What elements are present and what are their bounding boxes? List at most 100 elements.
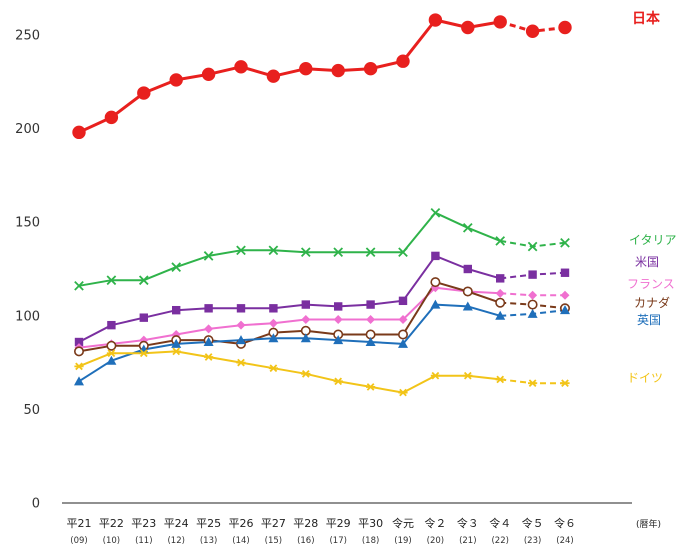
data-point-marker	[331, 63, 345, 78]
data-point-marker	[74, 346, 85, 357]
data-point-marker	[301, 369, 311, 378]
data-point-marker	[236, 335, 246, 345]
data-point-marker	[204, 324, 214, 334]
x-tick-sublabel: (11)	[135, 536, 152, 546]
x-tick-label: 平24	[164, 517, 189, 530]
x-tick-sublabel: (21)	[459, 536, 476, 546]
data-point-marker	[171, 347, 181, 356]
data-point-marker	[106, 349, 116, 358]
data-point-marker	[398, 338, 408, 348]
data-point-marker	[299, 61, 313, 76]
data-point-marker	[495, 297, 506, 308]
data-point-marker	[333, 247, 344, 257]
data-point-marker	[171, 262, 182, 272]
data-point-marker	[527, 241, 538, 252]
data-point-marker	[430, 208, 441, 218]
series-line	[78, 286, 501, 349]
data-point-marker	[169, 73, 183, 87]
data-point-marker	[396, 54, 410, 68]
data-point-marker	[430, 277, 441, 288]
data-point-marker	[398, 247, 408, 257]
data-point-marker	[560, 268, 570, 277]
data-point-marker	[462, 301, 473, 311]
data-point-marker	[366, 383, 376, 391]
y-tick-label: 0	[32, 497, 40, 512]
data-point-marker	[462, 286, 473, 297]
data-point-marker	[106, 340, 117, 351]
data-point-marker	[431, 251, 440, 261]
data-point-marker	[236, 304, 246, 313]
data-point-marker	[268, 245, 279, 256]
data-point-marker	[365, 247, 376, 257]
data-point-marker	[527, 308, 538, 318]
data-point-marker	[74, 337, 84, 347]
data-point-marker	[301, 315, 311, 325]
x-tick-label: 平26	[229, 517, 254, 530]
data-point-marker	[74, 376, 84, 386]
series-lines-layer	[78, 18, 566, 394]
data-point-marker	[495, 375, 505, 384]
data-point-marker	[463, 264, 472, 274]
data-point-marker	[74, 281, 84, 291]
data-point-marker	[366, 300, 375, 309]
x-tick-sublabel: (23)	[524, 536, 541, 546]
data-point-marker	[495, 288, 505, 298]
data-point-marker	[398, 388, 408, 397]
x-tick-label: 令２	[424, 516, 446, 530]
data-point-marker	[560, 379, 570, 388]
data-point-marker	[269, 304, 278, 313]
data-point-marker	[204, 353, 214, 361]
data-point-marker	[234, 60, 248, 74]
data-point-marker	[74, 362, 84, 371]
series-label: ドイツ	[627, 371, 663, 385]
x-tick-label: 平28	[293, 517, 318, 530]
data-point-marker	[430, 371, 440, 380]
data-point-marker	[300, 247, 311, 257]
data-point-marker	[558, 20, 572, 35]
data-point-marker	[203, 251, 214, 261]
y-tick-label: 50	[23, 403, 40, 418]
data-point-marker	[236, 358, 246, 367]
data-point-marker	[104, 110, 119, 125]
data-point-marker	[266, 69, 281, 83]
data-point-marker	[334, 302, 343, 311]
data-point-marker	[203, 337, 214, 347]
x-tick-sublabel: (22)	[491, 536, 508, 546]
x-tick-label: 令元	[392, 516, 414, 530]
data-point-marker	[138, 275, 149, 286]
x-tick-label: 令６	[554, 516, 576, 530]
data-point-marker	[398, 296, 408, 306]
data-point-marker	[363, 61, 378, 76]
data-point-marker	[300, 333, 311, 343]
data-point-marker	[236, 245, 246, 256]
data-point-marker	[463, 371, 473, 380]
x-tick-label: 平22	[99, 517, 124, 530]
data-point-marker	[204, 304, 213, 313]
data-point-marker	[268, 318, 278, 328]
x-tick-label: 令５	[522, 516, 544, 530]
x-tick-label: 平23	[131, 517, 156, 530]
series-label: イタリア	[629, 233, 677, 247]
x-tick-sublabel: (12)	[167, 536, 184, 546]
x-tick-sublabel: (18)	[362, 536, 379, 546]
series-label: 米国	[635, 255, 659, 269]
data-point-marker	[106, 355, 117, 365]
x-tick-sublabel: (13)	[200, 536, 217, 546]
data-point-marker	[172, 305, 181, 315]
data-point-marker	[139, 313, 148, 322]
data-point-marker	[528, 379, 538, 388]
y-tick-label: 200	[15, 122, 40, 137]
data-point-marker	[107, 320, 116, 330]
data-point-marker	[268, 333, 279, 343]
data-point-marker	[495, 310, 506, 320]
x-tick-sublabel: (10)	[103, 536, 120, 546]
data-point-marker	[201, 67, 216, 82]
data-point-marker	[268, 364, 278, 373]
x-axis-unit-label: (暦年)	[636, 518, 661, 530]
series-line	[78, 254, 501, 343]
data-point-marker	[428, 13, 443, 27]
x-tick-sublabel: (19)	[394, 536, 411, 546]
x-tick-label: 平27	[261, 517, 286, 530]
